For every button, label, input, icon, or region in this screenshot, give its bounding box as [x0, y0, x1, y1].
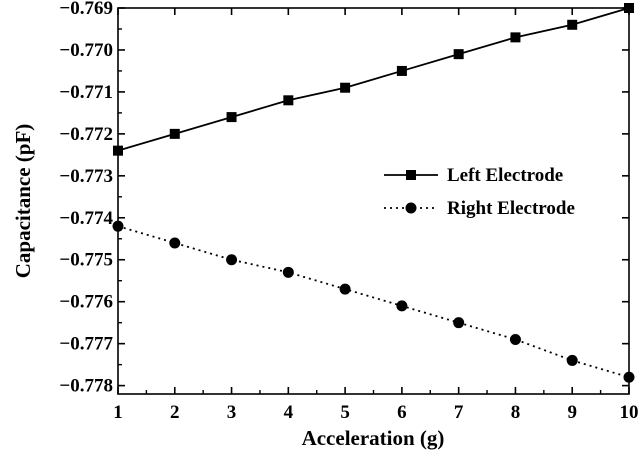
x-tick-label: 2 [170, 402, 180, 423]
legend-marker [405, 202, 417, 214]
y-tick-label: −0.770 [59, 40, 113, 61]
y-tick-label: −0.778 [59, 376, 113, 397]
legend: Left Electrode Right Electrode [384, 165, 575, 219]
data-point [169, 237, 181, 249]
legend-label: Left Electrode [447, 165, 563, 186]
x-axis-ticks: 1 2 3 4 5 6 7 8 9 10 [113, 8, 639, 423]
data-point [226, 112, 237, 123]
y-tick-label: −0.772 [59, 124, 113, 145]
y-axis-ticks: −0.769 −0.770 −0.771 −0.772 −0.773 −0.774 −0.7… [59, 0, 629, 397]
y-tick-label: −0.769 [59, 0, 113, 19]
y-tick-label: −0.774 [59, 208, 113, 229]
x-tick-label: 1 [113, 402, 123, 423]
data-point [566, 354, 578, 366]
x-tick-label: 9 [567, 402, 577, 423]
data-point [283, 95, 294, 106]
data-point [623, 371, 635, 383]
legend-label: Right Electrode [447, 198, 575, 219]
x-tick-label: 3 [227, 402, 237, 423]
data-point [453, 317, 465, 329]
legend-marker [406, 170, 416, 180]
x-tick-label: 6 [397, 402, 407, 423]
x-tick-label: 10 [620, 402, 639, 423]
data-point [510, 32, 521, 43]
data-point [396, 65, 407, 76]
data-point [509, 333, 521, 345]
data-point [624, 3, 634, 13]
data-point [112, 220, 124, 232]
series-line [117, 225, 630, 379]
x-tick-label: 5 [340, 402, 350, 423]
data-point [226, 254, 238, 266]
series-layer [112, 3, 635, 383]
y-tick-label: −0.771 [59, 82, 113, 103]
data-point [396, 300, 408, 312]
y-tick-label: −0.776 [59, 292, 113, 313]
series-1 [112, 220, 635, 383]
data-point [282, 266, 294, 278]
x-tick-label: 4 [284, 402, 294, 423]
x-tick-label: 8 [511, 402, 521, 423]
y-tick-label: −0.777 [59, 334, 113, 355]
x-axis-title: Acceleration (g) [302, 426, 445, 450]
data-point [453, 49, 464, 60]
series-line [117, 7, 630, 152]
y-tick-label: −0.775 [59, 250, 113, 271]
y-tick-label: −0.773 [59, 166, 113, 187]
data-point [567, 19, 578, 30]
data-point [169, 128, 180, 139]
y-axis-title: Capacitance (pF) [11, 124, 35, 279]
data-point [339, 283, 351, 295]
data-point [340, 82, 351, 93]
data-point [113, 145, 123, 156]
x-tick-label: 7 [454, 402, 464, 423]
series-0 [113, 3, 634, 156]
